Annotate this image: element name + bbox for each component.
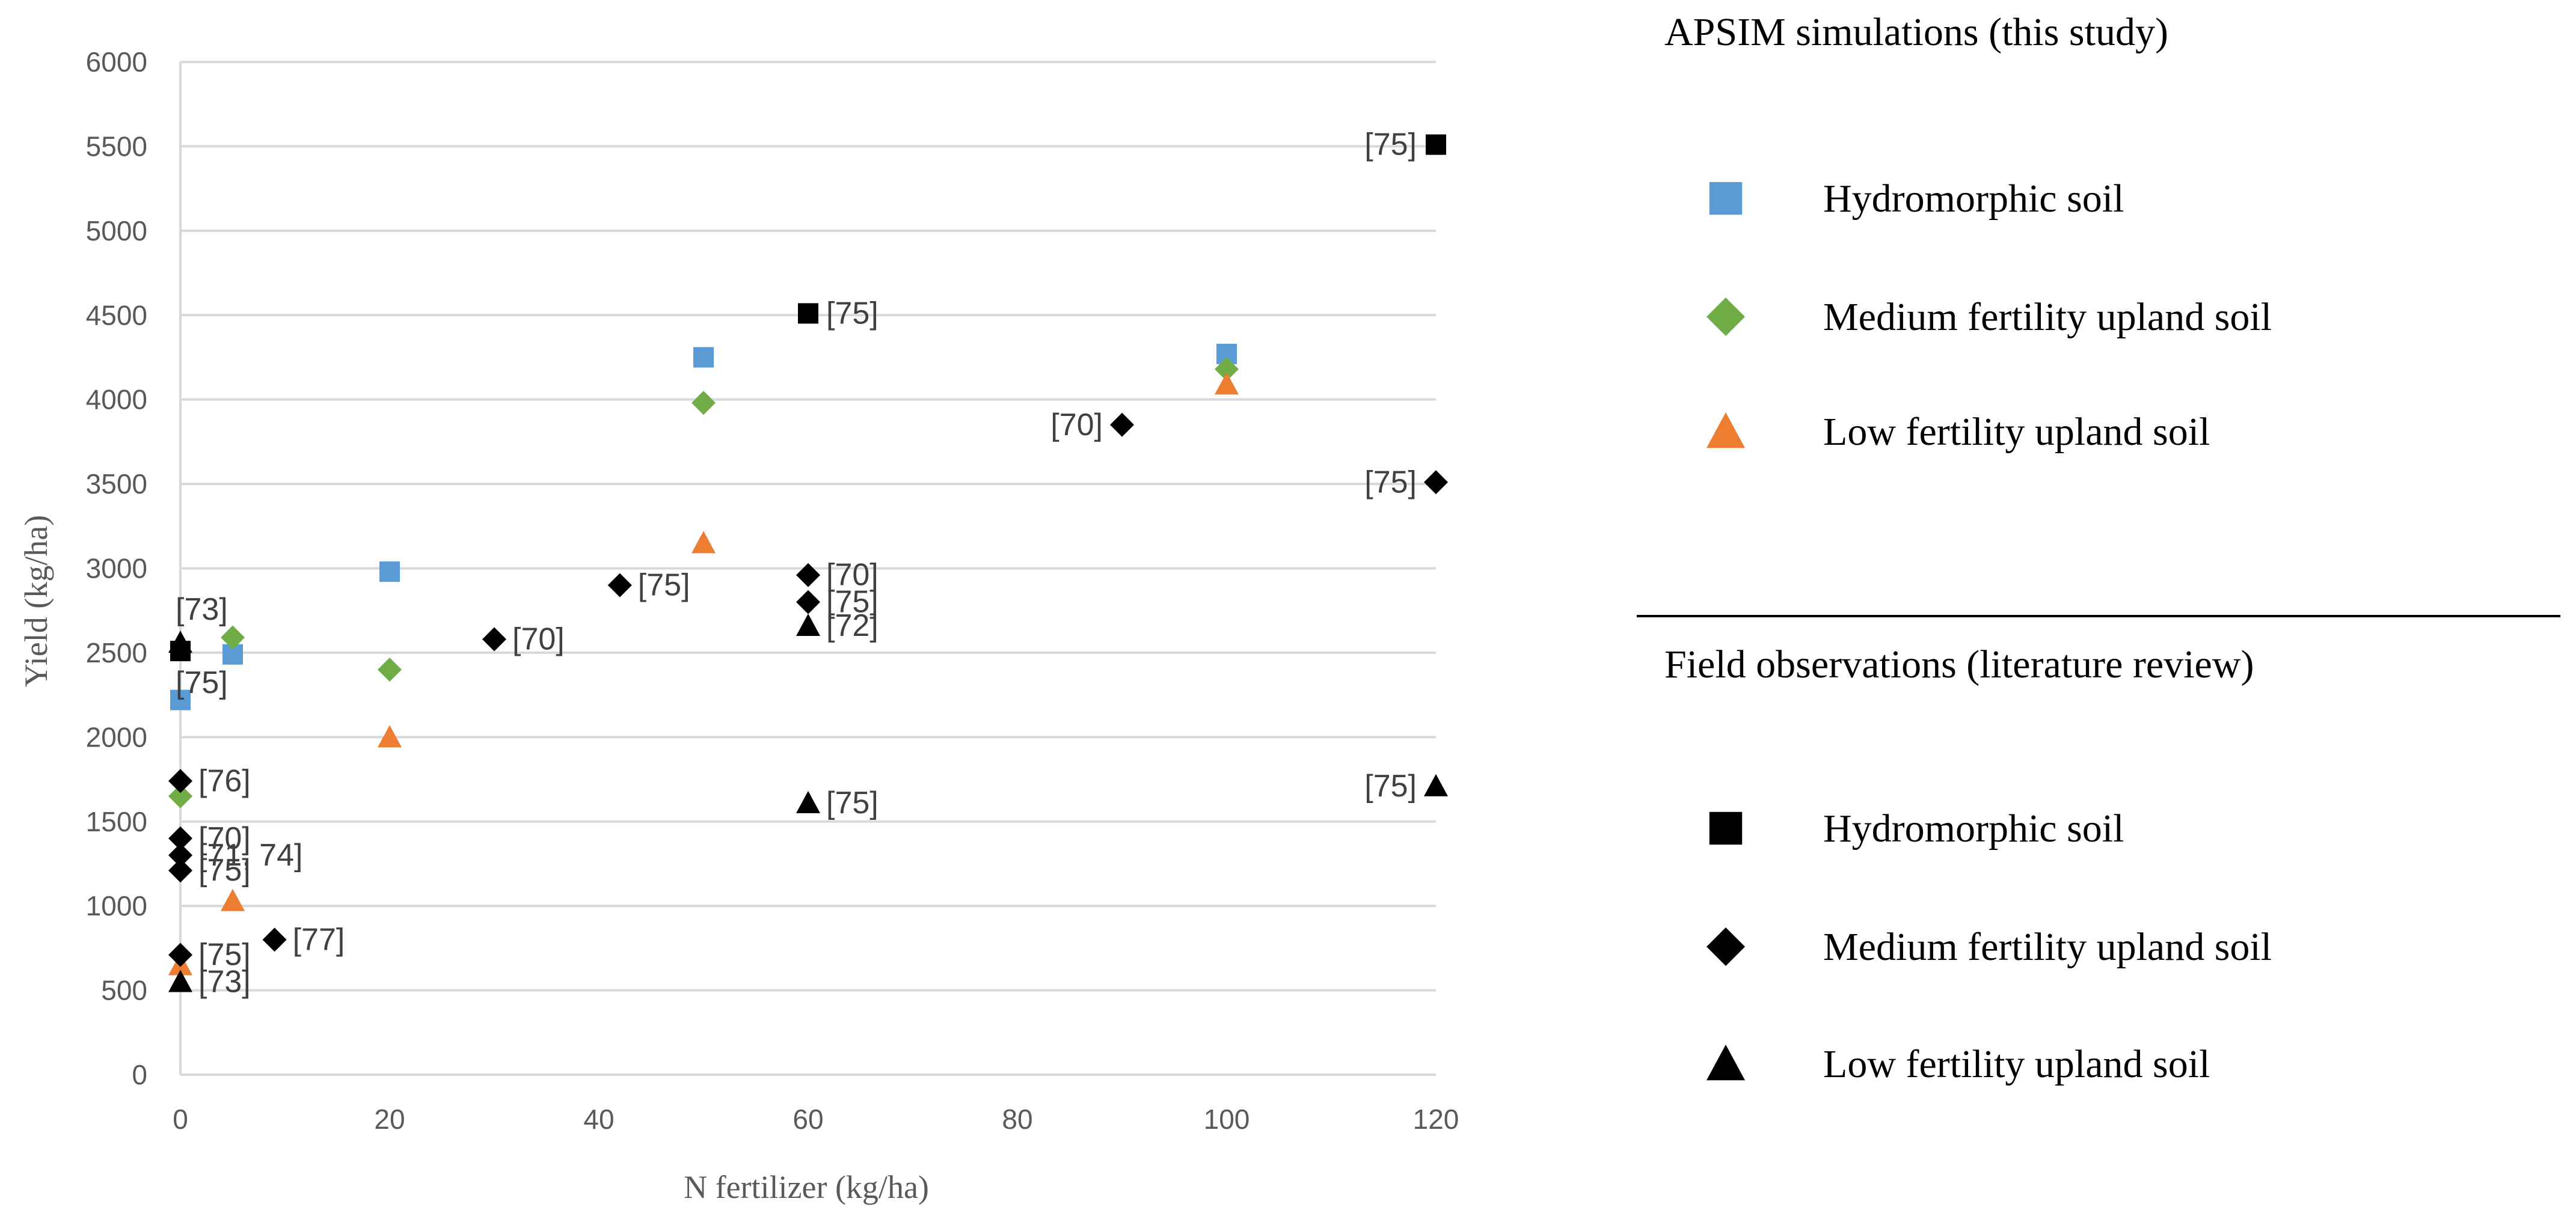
data-points <box>168 134 1448 992</box>
point-label: [73] <box>176 592 228 627</box>
data-point <box>693 347 714 368</box>
legend-marker <box>1709 182 1743 215</box>
data-point <box>168 631 192 653</box>
legend-marker <box>1707 927 1745 966</box>
data-point <box>379 561 400 582</box>
data-point <box>168 858 192 883</box>
y-tick-label: 1500 <box>86 806 147 837</box>
data-point <box>796 613 820 636</box>
point-label: [75] <box>826 786 879 820</box>
y-axis-title: Yield (kg/ha) <box>18 515 54 687</box>
point-label: [75] <box>1364 465 1417 499</box>
legend-label: Medium fertility upland soil <box>1823 295 2272 339</box>
x-tick-label: 60 <box>793 1104 823 1135</box>
data-point <box>262 927 287 952</box>
point-label: [75] <box>638 568 690 603</box>
x-tick-label: 120 <box>1413 1104 1459 1135</box>
x-tick-label: 40 <box>583 1104 614 1135</box>
point-label: [70] <box>512 622 565 656</box>
point-label: [75] <box>1364 127 1417 162</box>
data-point <box>482 627 506 652</box>
data-point <box>168 970 192 992</box>
point-label: [73] <box>198 965 251 1000</box>
x-tick-label: 80 <box>1002 1104 1032 1135</box>
legend-label: Low fertility upland soil <box>1823 1042 2210 1086</box>
legend-heading: Field observations (literature review) <box>1664 643 2254 686</box>
legend-marker <box>1709 811 1743 845</box>
data-point <box>692 391 716 415</box>
y-tick-label: 3500 <box>86 468 147 499</box>
point-label: [75] <box>826 585 879 620</box>
y-tick-label: 500 <box>101 975 147 1006</box>
legend-label: Hydromorphic soil <box>1823 177 2124 221</box>
data-point <box>378 658 402 682</box>
data-point <box>168 784 192 808</box>
point-label: [70] <box>1050 408 1103 442</box>
y-tick-label: 4000 <box>86 384 147 415</box>
point-label: [70] <box>826 558 879 593</box>
data-point <box>168 942 192 967</box>
legend-marker <box>1707 412 1745 448</box>
x-tick-label: 0 <box>173 1104 188 1135</box>
axes <box>179 62 1436 1076</box>
y-tick-label: 0 <box>132 1059 147 1090</box>
data-point <box>1424 470 1448 495</box>
x-axis-title: N fertilizer (kg/ha) <box>684 1169 929 1205</box>
y-tick-label: 3000 <box>86 553 147 584</box>
data-point <box>378 725 402 748</box>
data-point <box>1110 412 1134 437</box>
data-point <box>796 790 820 813</box>
x-tick-label: 20 <box>374 1104 405 1135</box>
point-label: [75] <box>198 938 251 973</box>
point-label: [75] <box>198 853 251 888</box>
data-point <box>1426 134 1446 155</box>
point-label: [76] <box>198 763 251 798</box>
data-point <box>1215 372 1239 395</box>
data-point <box>1424 774 1448 796</box>
data-point <box>221 625 245 650</box>
legend-marker <box>1707 298 1745 336</box>
legend-heading: APSIM simulations (this study) <box>1664 10 2168 54</box>
legend-label: Low fertility upland soil <box>1823 410 2210 454</box>
data-point <box>796 563 820 587</box>
tick-labels: 0500100015002000250030003500400045005000… <box>86 46 1459 1135</box>
point-label: [75] <box>1364 769 1417 804</box>
legend-label: Hydromorphic soil <box>1823 807 2124 851</box>
y-tick-label: 5500 <box>86 130 147 162</box>
data-point <box>221 888 245 911</box>
data-point <box>607 573 632 597</box>
data-point <box>798 303 818 324</box>
point-label: [72] <box>826 608 879 643</box>
point-label: [77] <box>293 922 345 957</box>
gridlines <box>180 61 1436 1076</box>
data-point <box>1215 357 1239 382</box>
y-tick-label: 2000 <box>86 721 147 753</box>
data-point <box>170 689 191 710</box>
point-label: [71, 74] <box>198 838 302 873</box>
data-point <box>796 590 820 614</box>
point-label: [75] <box>826 296 879 331</box>
point-label: [70] <box>198 821 251 856</box>
data-point <box>692 531 716 554</box>
y-tick-label: 4500 <box>86 299 147 331</box>
legend-label: Medium fertility upland soil <box>1823 925 2272 969</box>
y-tick-label: 1000 <box>86 890 147 921</box>
legend-marker <box>1707 1045 1745 1081</box>
x-tick-label: 100 <box>1204 1104 1250 1135</box>
point-label: [75] <box>176 665 228 700</box>
y-tick-label: 5000 <box>86 215 147 246</box>
data-point <box>168 769 192 793</box>
legend: APSIM simulations (this study) Hydromorph… <box>1637 10 2560 1086</box>
data-point <box>168 843 192 867</box>
point-annotations: [75][75][75][76][70][71, 74][75][75] [77]… <box>176 127 1417 1000</box>
y-tick-label: 6000 <box>86 46 147 78</box>
y-tick-label: 2500 <box>86 637 147 668</box>
data-point <box>168 826 192 851</box>
